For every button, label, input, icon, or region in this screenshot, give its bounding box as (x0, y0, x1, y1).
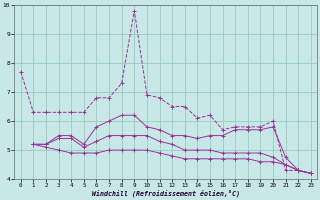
X-axis label: Windchill (Refroidissement éolien,°C): Windchill (Refroidissement éolien,°C) (92, 190, 240, 197)
